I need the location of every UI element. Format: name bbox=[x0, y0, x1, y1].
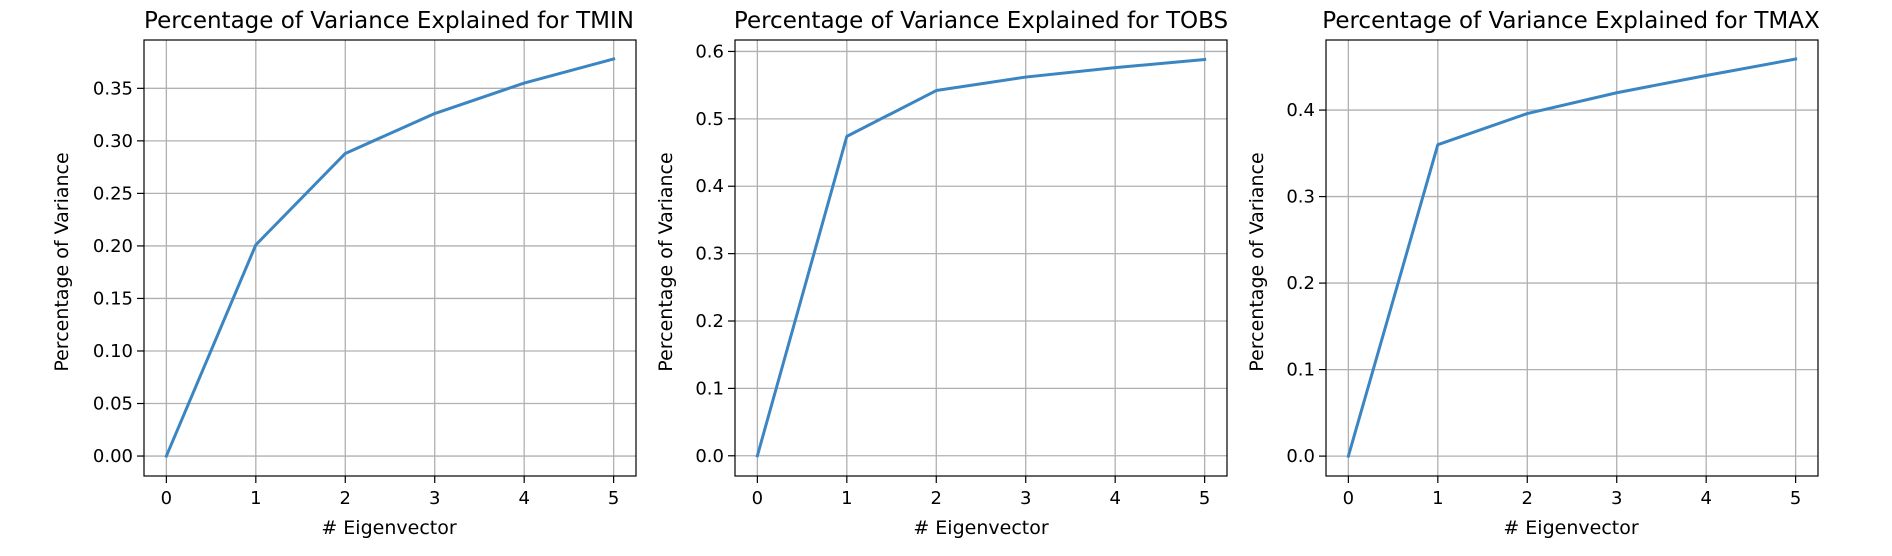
y-tick-label: 0.3 bbox=[695, 244, 724, 265]
panel-tobs: Percentage of Variance Explained for TOB… bbox=[655, 8, 1228, 539]
y-tick-label: 0.2 bbox=[1286, 273, 1315, 294]
series-line bbox=[164, 57, 616, 459]
y-tick-label: 0.35 bbox=[93, 78, 133, 99]
y-tick-label: 0.3 bbox=[1286, 187, 1315, 208]
x-tick-label: 2 bbox=[931, 488, 942, 509]
x-tick-label: 3 bbox=[429, 488, 440, 509]
x-tick-label: 1 bbox=[250, 488, 261, 509]
x-tick-label: 0 bbox=[752, 488, 763, 509]
y-tick-label: 0.4 bbox=[1286, 100, 1315, 121]
plot-area: 0 1 2 3 4 5 0.0 0.1 0.2 0.3 0.4 bbox=[1286, 39, 1819, 509]
x-tick-label: 4 bbox=[1700, 488, 1711, 509]
chart-title: Percentage of Variance Explained for TOB… bbox=[734, 8, 1228, 34]
y-tick-label: 0.5 bbox=[695, 109, 724, 130]
y-tick-label: 0.20 bbox=[93, 236, 133, 257]
y-tick-label: 0.6 bbox=[695, 41, 724, 62]
x-tick-label: 4 bbox=[518, 488, 529, 509]
plot-frame bbox=[143, 39, 637, 477]
y-tick-label: 0.1 bbox=[1286, 360, 1315, 381]
y-tick-label: 0.4 bbox=[695, 176, 724, 197]
plot-area: 0 1 2 3 4 5 0.00 0.05 0.10 0.15 0.20 0.25 0.30 0.35 bbox=[93, 39, 637, 509]
y-tick-label: 0.2 bbox=[695, 311, 724, 332]
x-tick-label: 2 bbox=[1522, 488, 1533, 509]
y-tick-label: 0.0 bbox=[1286, 446, 1315, 467]
x-tick-label: 2 bbox=[340, 488, 351, 509]
x-tick-label: 3 bbox=[1020, 488, 1031, 509]
x-tick-label: 4 bbox=[1109, 488, 1120, 509]
plot-frame bbox=[734, 39, 1228, 477]
chart-title: Percentage of Variance Explained for TMA… bbox=[1322, 8, 1820, 34]
plot-area: 0 1 2 3 4 5 0.0 0.1 0.2 0.3 0.4 0.5 0.6 bbox=[695, 39, 1228, 509]
series-line bbox=[1346, 57, 1798, 458]
chart-title: Percentage of Variance Explained for TMI… bbox=[144, 8, 634, 34]
x-tick-label: 5 bbox=[1199, 488, 1210, 509]
x-axis-label: # Eigenvector bbox=[1503, 517, 1638, 539]
x-tick-label: 5 bbox=[1790, 488, 1801, 509]
y-tick-label: 0.0 bbox=[695, 446, 724, 467]
panel-tmax: Percentage of Variance Explained for TMA… bbox=[1246, 8, 1820, 539]
y-tick-label: 0.25 bbox=[93, 183, 133, 204]
y-axis-label: Percentage of Variance bbox=[1246, 152, 1268, 371]
y-tick-label: 0.00 bbox=[93, 446, 133, 467]
x-tick-label: 0 bbox=[161, 488, 172, 509]
x-tick-label: 1 bbox=[841, 488, 852, 509]
y-axis-label: Percentage of Variance bbox=[655, 152, 677, 371]
y-axis-label: Percentage of Variance bbox=[51, 152, 73, 371]
y-tick-label: 0.1 bbox=[695, 378, 724, 399]
x-axis-label: # Eigenvector bbox=[913, 517, 1048, 539]
x-axis-label: # Eigenvector bbox=[321, 517, 456, 539]
panel-tmin: Percentage of Variance Explained for TMI… bbox=[51, 8, 637, 539]
series-line bbox=[755, 57, 1207, 458]
y-tick-label: 0.30 bbox=[93, 131, 133, 152]
y-tick-label: 0.15 bbox=[93, 288, 133, 309]
x-tick-label: 1 bbox=[1432, 488, 1443, 509]
y-tick-label: 0.05 bbox=[93, 394, 133, 415]
x-tick-label: 0 bbox=[1343, 488, 1354, 509]
y-tick-label: 0.10 bbox=[93, 341, 133, 362]
plot-frame bbox=[1325, 39, 1819, 477]
x-tick-label: 3 bbox=[1611, 488, 1622, 509]
x-tick-label: 5 bbox=[608, 488, 619, 509]
